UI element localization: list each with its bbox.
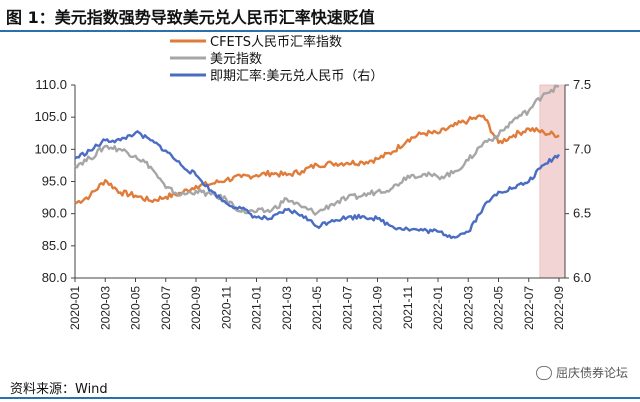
x-tick-label: 2020-01	[68, 286, 82, 330]
legend-label-2: 美元指数	[210, 52, 262, 67]
chat-bubble-icon	[535, 365, 552, 380]
y-right-tick-label: 7.5	[573, 77, 591, 92]
x-tick-labels: 2020-01 2020-03 2020-05 2020-07 2020-09 2020-…	[68, 286, 566, 330]
y-left-tick-label: 105.0	[34, 109, 67, 124]
x-tick-label: 2021-07	[340, 286, 354, 330]
series-line-3	[74, 130, 561, 240]
x-tick-label: 2022-03	[461, 286, 475, 330]
bottom-rule	[0, 397, 640, 399]
x-tick-label: 2020-07	[159, 286, 173, 330]
series-line-2	[74, 84, 559, 216]
watermark: 屈庆债券论坛	[535, 364, 628, 381]
source-note: 资料来源：Wind	[10, 382, 108, 397]
y-left-tick-label: 85.0	[42, 238, 67, 253]
x-tick-label: 2020-03	[98, 286, 112, 330]
x-tick-label: 2021-05	[310, 286, 324, 330]
figure-title: 图 1：美元指数强势导致美元兑人民币汇率快速贬值	[6, 8, 375, 27]
x-tick-label: 2022-07	[522, 286, 536, 330]
x-tick-label: 2021-09	[371, 286, 385, 330]
y-left-tick-labels: 80.0 85.0 90.0 95.0 100.0 105.0 110.0	[34, 77, 67, 285]
legend-label-1: CFETS人民币汇率指数	[210, 34, 342, 50]
series-lines	[74, 84, 561, 240]
series-line-1	[74, 114, 560, 205]
x-tick-label: 2021-01	[250, 286, 264, 330]
x-tick-label: 2020-05	[129, 286, 143, 330]
y-left-tick-label: 95.0	[42, 174, 67, 189]
y-right-tick-labels: 6.0 6.5 7.0 7.5	[573, 77, 591, 285]
y-left-tick-label: 100.0	[34, 141, 67, 156]
x-tick-label: 2022-09	[552, 286, 566, 330]
x-tick-label: 2022-01	[431, 286, 445, 330]
y-right-tick-label: 6.0	[573, 270, 591, 285]
y-left-tick-label: 90.0	[42, 206, 67, 221]
x-tick-label: 2020-09	[189, 286, 203, 330]
title-bar: 图 1：美元指数强势导致美元兑人民币汇率快速贬值	[0, 0, 640, 32]
x-tick-label: 2022-05	[492, 286, 506, 330]
highlight-band	[539, 84, 566, 279]
x-tick-label: 2020-11	[219, 286, 233, 329]
x-tick-label: 2021-03	[280, 286, 294, 330]
legend-label-3: 即期汇率:美元兑人民币（右）	[210, 68, 383, 84]
y-right-tick-label: 7.0	[573, 141, 591, 156]
y-right-tick-label: 6.5	[573, 206, 591, 221]
watermark-text: 屈庆债券论坛	[555, 366, 628, 380]
y-left-tick-label: 80.0	[42, 270, 67, 285]
y-left-tick-label: 110.0	[35, 77, 67, 92]
x-tick-label: 2021-11	[401, 286, 415, 329]
